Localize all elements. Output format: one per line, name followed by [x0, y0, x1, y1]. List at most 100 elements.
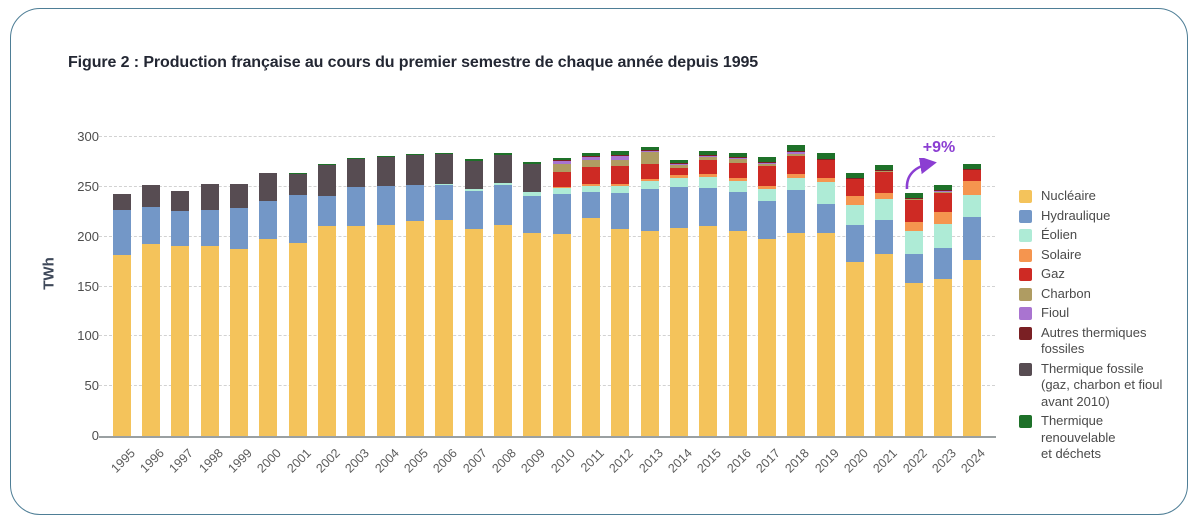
bar-segment-2018-gaz [787, 155, 806, 174]
bar-segment-2011-thermique-renouvelable-et-déchets [582, 152, 600, 156]
bar-segment-2022-autres-thermiques-fossiles [904, 197, 923, 199]
bar-segment-2005-hydraulique [406, 184, 424, 221]
x-label-1999: 1999 [225, 446, 255, 476]
bar-segment-2007-thermique-renouvelable-et-déchets [464, 158, 483, 161]
bar-segment-2007-éolien [464, 188, 483, 191]
bar-segment-2002-nucléaire [318, 225, 336, 436]
x-label-2022: 2022 [899, 446, 930, 476]
bar-segment-2000-hydraulique [259, 200, 278, 239]
bar-segment-2012-gaz [611, 165, 630, 184]
legend-label: Fioul [1041, 305, 1069, 322]
legend-item-charbon: Charbon [1019, 286, 1199, 303]
x-label-2010: 2010 [547, 446, 578, 476]
legend-label-line: Charbon [1041, 285, 1091, 301]
legend-label-line: fossiles [1041, 341, 1085, 356]
gridline-150 [99, 285, 995, 287]
plot-area [99, 136, 995, 436]
bar-segment-2000-nucléaire [259, 238, 278, 436]
bar-segment-2018-hydraulique [787, 189, 806, 233]
bar-segment-2010-éolien [552, 187, 571, 194]
x-label-2002: 2002 [313, 446, 343, 476]
bar-segment-2010-fioul [552, 160, 571, 164]
legend-item-solaire: Solaire [1019, 247, 1199, 264]
legend-swatch [1019, 268, 1032, 281]
bar-2021 [875, 137, 894, 436]
bar-segment-2024-autres-thermiques-fossiles [963, 168, 982, 170]
bar-segment-2021-thermique-renouvelable-et-déchets [875, 164, 894, 170]
y-tick-label: 100 [77, 328, 99, 344]
bar-segment-2009-thermique-fossile-gaz-charbon-et-fioul-avant- [523, 163, 542, 192]
bar-segment-2021-éolien [875, 198, 894, 220]
bar-segment-2003-hydraulique [347, 186, 366, 226]
legend-swatch [1019, 229, 1032, 242]
x-label-2013: 2013 [635, 446, 666, 476]
bar-segment-2015-thermique-renouvelable-et-déchets [699, 150, 718, 155]
bar-segment-2018-thermique-renouvelable-et-déchets [787, 145, 806, 151]
legend-item-thermique: Thermique renouvelable et déchets [1019, 413, 1199, 463]
bar-segment-2013-gaz [640, 163, 659, 179]
y-tick-label: 200 [77, 228, 99, 244]
bar-segment-2013-thermique-renouvelable-et-déchets [640, 146, 659, 150]
bar-segment-2023-charbon [934, 191, 952, 193]
bar-segment-2015-gaz [699, 159, 718, 174]
bar-1996 [142, 137, 160, 436]
bar-segment-2016-fioul [728, 157, 747, 159]
legend-swatch [1019, 307, 1032, 320]
bar-2016 [728, 137, 747, 436]
bar-segment-2015-autres-thermiques-fossiles [699, 154, 718, 156]
bar-segment-2015-solaire [699, 173, 718, 177]
bar-segment-2011-fioul [582, 156, 600, 160]
x-label-2007: 2007 [459, 446, 490, 476]
bar-segment-2012-charbon [611, 159, 630, 166]
bar-segment-2020-gaz [846, 178, 864, 196]
bar-segment-2013-hydraulique [640, 188, 659, 231]
bar-segment-2010-thermique-renouvelable-et-déchets [552, 157, 571, 160]
bar-segment-2017-nucléaire [758, 238, 776, 436]
bar-segment-2011-hydraulique [582, 191, 600, 218]
bar-segment-2005-thermique-fossile-gaz-charbon-et-fioul-avant- [406, 154, 424, 185]
bar-segment-2000-thermique-fossile-gaz-charbon-et-fioul-avant- [259, 172, 278, 201]
bar-2017 [758, 137, 776, 436]
bar-2006 [435, 137, 454, 436]
bar-segment-2021-autres-thermiques-fossiles [875, 169, 894, 171]
x-label-2014: 2014 [665, 446, 695, 476]
x-label-1996: 1996 [137, 446, 167, 476]
bar-2002 [318, 137, 336, 436]
bar-segment-2013-autres-thermiques-fossiles [640, 149, 659, 151]
x-label-2011: 2011 [577, 446, 607, 475]
x-label-2009: 2009 [518, 446, 549, 476]
bar-segment-2007-nucléaire [464, 228, 483, 436]
bar-segment-2022-solaire [904, 221, 923, 231]
bar-segment-2024-nucléaire [963, 259, 982, 436]
bar-segment-2014-hydraulique [670, 186, 688, 228]
bar-segment-2019-gaz [816, 159, 835, 178]
x-label-2005: 2005 [401, 446, 431, 476]
bar-segment-1999-hydraulique [230, 207, 248, 249]
bar-segment-2015-hydraulique [699, 187, 718, 226]
bar-segment-1995-hydraulique [112, 209, 131, 255]
bar-segment-2019-thermique-renouvelable-et-déchets [816, 152, 835, 159]
bar-segment-2023-solaire [934, 211, 952, 224]
bar-segment-1997-nucléaire [171, 245, 190, 436]
bar-segment-2024-thermique-renouvelable-et-déchets [963, 163, 982, 169]
bar-2013 [640, 137, 659, 436]
bar-segment-2011-gaz [582, 166, 600, 184]
legend-label-line: Nucléaire [1041, 188, 1096, 203]
x-label-2003: 2003 [342, 446, 373, 476]
bar-segment-2016-charbon [728, 158, 747, 163]
bar-segment-2010-charbon [552, 163, 571, 172]
bar-segment-2015-fioul [699, 155, 718, 157]
bar-segment-2018-solaire [787, 173, 806, 178]
bar-segment-2008-nucléaire [494, 224, 512, 436]
bar-segment-2014-solaire [670, 174, 688, 178]
legend-label-line: Autres thermiques [1041, 324, 1147, 340]
bar-segment-2001-thermique-fossile-gaz-charbon-et-fioul-avant- [288, 173, 307, 195]
bar-segment-2010-nucléaire [552, 233, 571, 436]
bar-2004 [376, 137, 395, 436]
bar-segment-2020-autres-thermiques-fossiles [846, 177, 864, 179]
bar-2005 [406, 137, 424, 436]
bar-segment-2012-éolien [611, 185, 630, 193]
legend-label-line: Thermique [1041, 413, 1104, 428]
legend-label: Autres thermiques fossiles [1041, 325, 1147, 358]
bar-2019 [816, 137, 835, 436]
